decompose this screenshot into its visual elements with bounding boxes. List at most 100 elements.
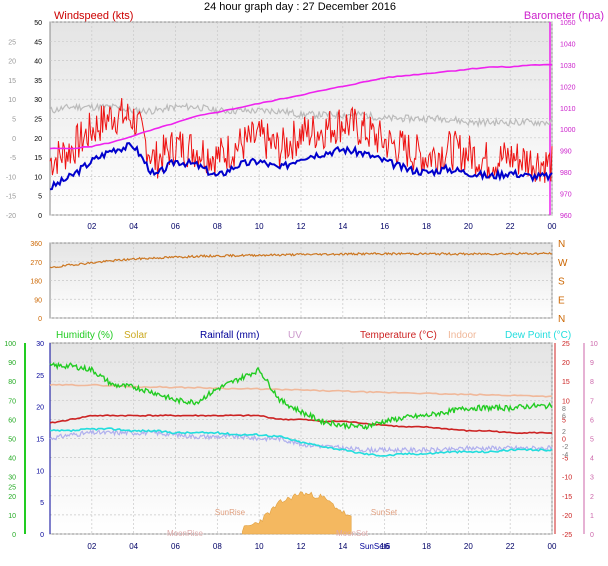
uv-y-tick-label: 7	[590, 398, 594, 405]
compass-label: N	[558, 239, 565, 250]
uv-y-tick-label: 0	[590, 532, 594, 539]
x-tick-label: 10	[255, 542, 264, 551]
annotation-label: SunSet	[371, 508, 398, 517]
barometer-y-tick-label: 1030	[560, 63, 576, 70]
humidity-y-tick-label: 40	[8, 456, 16, 463]
wind-y-tick-label: 15	[34, 155, 42, 162]
solar-area	[242, 491, 352, 535]
uv-y-tick-label: 6	[590, 417, 594, 424]
x-tick-label: 02	[87, 222, 96, 231]
wind-y-mirror-tick-label: -20	[6, 213, 16, 220]
wind-y-tick-label: 45	[34, 39, 42, 46]
temperature-y-tick-label: -20	[562, 513, 572, 520]
wind-y-tick-label: 30	[34, 97, 42, 104]
direction-y-tick-label: 180	[30, 279, 42, 286]
x-tick-label: 12	[297, 222, 306, 231]
humidity-y-tick-label: 10	[8, 513, 16, 520]
temperature-series-line	[49, 414, 553, 435]
uv-y-tick-label: 3	[590, 475, 594, 482]
wind-y-tick-label: 35	[34, 78, 42, 85]
rainfall-y-tick-label: 5	[40, 500, 44, 507]
x-tick-label: 14	[338, 542, 347, 551]
wind-y-tick-label: 5	[38, 194, 42, 201]
x-tick-label: 12	[297, 542, 306, 551]
wind-y-mirror-tick-label: 5	[12, 117, 16, 124]
rainfall-y-tick-label: 10	[36, 468, 44, 475]
dew-point-series-line	[49, 427, 553, 457]
barometer-y-tick-label: 960	[560, 213, 572, 220]
wind-y-mirror-tick-label: -15	[6, 194, 16, 201]
humidity-y-tick-label: 30	[8, 475, 16, 482]
x-tick-label: 18	[422, 542, 431, 551]
wind-y-tick-label: 25	[34, 117, 42, 124]
temperature-y-tick-label: 20	[562, 360, 570, 367]
barometer-y-tick-label: 1050	[560, 20, 576, 27]
barometer-axis-label: Barometer (hpa)	[524, 10, 604, 22]
direction-y-tick-label: 270	[30, 260, 42, 267]
legend-label: Solar	[124, 330, 148, 341]
x-tick-label: 20	[464, 222, 473, 231]
x-tick-label: 04	[129, 542, 138, 551]
legend-label: Rainfall (mm)	[200, 330, 259, 341]
temperature-y-tick-label: 8	[562, 406, 566, 413]
wind-y-mirror-tick-label: -5	[10, 155, 16, 162]
uv-y-tick-label: 10	[590, 341, 598, 348]
barometer-y-tick-label: 1010	[560, 106, 576, 113]
wind-y-tick-label: 40	[34, 59, 42, 66]
legend-label: Humidity (%)	[56, 330, 113, 341]
direction-y-tick-label: 90	[34, 297, 42, 304]
wind-y-mirror-tick-label: 15	[8, 78, 16, 85]
humidity-y-tick-label: 70	[8, 398, 16, 405]
x-tick-label: 06	[171, 542, 180, 551]
x-tick-label: 18	[422, 222, 431, 231]
wind-y-tick-label: 50	[34, 20, 42, 27]
temperature-y-tick-label: 2	[562, 429, 566, 436]
annotation-label: MoonSet	[336, 529, 369, 538]
direction-y-tick-label: 360	[30, 241, 42, 248]
barometer-y-tick-label: 1000	[560, 127, 576, 134]
annotation-label: SunRise	[215, 508, 246, 517]
barometer-y-tick-label: 1040	[560, 41, 576, 48]
x-tick-label: 00	[548, 542, 557, 551]
lavender-series-line	[49, 429, 553, 454]
indoor-temperature-series-line	[49, 383, 553, 398]
barometer-y-tick-label: 970	[560, 192, 572, 199]
humidity-y-tick-label: 0	[12, 532, 16, 539]
rainfall-y-tick-label: 15	[36, 437, 44, 444]
windspeed-series-line	[49, 97, 553, 183]
annotation-label: MoonRise	[167, 529, 204, 538]
rainfall-y-tick-label: 25	[36, 373, 44, 380]
wind-avg-series-line	[49, 142, 553, 191]
humidity-y-tick-label: 80	[8, 379, 16, 386]
wind-y-mirror-tick-label: 25	[8, 39, 16, 46]
compass-label: W	[558, 258, 568, 269]
x-tick-label: 08	[213, 222, 222, 231]
windspeed-axis-label: Windspeed (kts)	[54, 10, 133, 22]
humidity-y-tick-label: 100	[4, 341, 16, 348]
temperature-y-tick-label: -25	[562, 532, 572, 539]
rainfall-y-tick-label: 20	[36, 405, 44, 412]
temperature-y-tick-label: 10	[562, 398, 570, 405]
graph-title: 24 hour graph day : 27 December 2016	[204, 1, 396, 13]
uv-y-tick-label: 4	[590, 456, 594, 463]
humidity-y-tick-label: 20	[8, 494, 16, 501]
uv-y-tick-label: 5	[590, 437, 594, 444]
temperature-y-tick-label: 5	[562, 417, 566, 424]
x-tick-label: 16	[380, 542, 389, 551]
barometer-series-line	[49, 63, 553, 150]
temperature-y-tick-label: 0	[562, 437, 566, 444]
uv-y-tick-label: 2	[590, 494, 594, 501]
barometer-y-tick-label: 980	[560, 170, 572, 177]
legend-label: Indoor	[448, 330, 477, 341]
x-tick-label: 08	[213, 542, 222, 551]
wind-direction-series-line	[49, 251, 553, 269]
x-tick-label: 14	[338, 222, 347, 231]
x-tick-label: 20	[464, 542, 473, 551]
temperature-y-tick-label: -15	[562, 494, 572, 501]
x-tick-label: 02	[87, 542, 96, 551]
x-tick-label: 10	[255, 222, 264, 231]
temperature-y-tick-label: 6	[562, 414, 566, 421]
compass-label: N	[558, 314, 565, 325]
